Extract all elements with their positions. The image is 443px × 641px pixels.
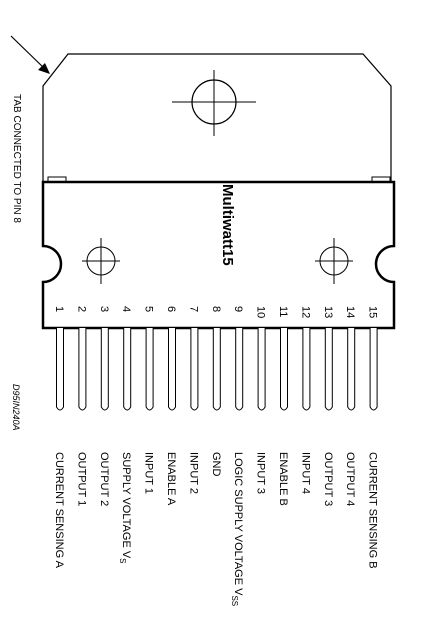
pin-label-4: SUPPLY VOLTAGE VS <box>118 452 132 564</box>
pin-label-14: OUTPUT 4 <box>344 452 356 506</box>
pin-lead-11 <box>280 328 288 411</box>
pin-number-5: 5 <box>143 306 155 312</box>
pin-number-6: 6 <box>165 306 177 312</box>
pin-number-12: 12 <box>299 306 311 318</box>
pin-number-14: 14 <box>344 306 356 318</box>
tab-note: TAB CONNECTED TO PIN 8 <box>11 94 22 223</box>
pin-label-11: ENABLE B <box>277 452 289 506</box>
pin-lead-5 <box>145 328 154 411</box>
pin-label-1: CURRENT SENSING A <box>53 452 65 569</box>
pin-label-15: CURRENT SENSING B <box>367 452 379 569</box>
body-hole-right <box>315 238 353 284</box>
tab-notch-left <box>47 176 67 182</box>
pin-lead-13 <box>324 328 333 411</box>
pin-lead-1 <box>56 328 64 411</box>
pin-lead-4 <box>123 328 132 411</box>
pin-number-11: 11 <box>277 306 289 317</box>
pin-number-2: 2 <box>75 306 87 312</box>
pin-label-8: GND <box>210 452 222 477</box>
pin-label-12: INPUT 4 <box>299 452 311 494</box>
pin-number-13: 13 <box>322 306 334 318</box>
pin-label-3: OUTPUT 2 <box>98 452 110 506</box>
pin-number-7: 7 <box>187 306 199 312</box>
pins: 1 CURRENT SENSING A 2 OUTPUT 1 3 OUTPUT 2 4 SUP… <box>53 306 379 606</box>
pin-label-13: OUTPUT 3 <box>322 452 334 506</box>
package-body <box>41 180 396 330</box>
pin-lead-2 <box>78 328 87 411</box>
pin-lead-14 <box>347 328 356 411</box>
pin-lead-9 <box>235 328 244 411</box>
pin-label-5: INPUT 1 <box>143 452 155 494</box>
pin-label-9: LOGIC SUPPLY VOLTAGE VSS <box>230 452 244 606</box>
pin-lead-3 <box>100 328 109 411</box>
drawing-code: D95IN240A <box>11 384 21 431</box>
package-name: Multiwatt15 <box>219 184 236 266</box>
pin-number-3: 3 <box>98 306 110 312</box>
pin-lead-10 <box>257 328 266 411</box>
pin-lead-15 <box>369 328 378 411</box>
tab-outline <box>42 53 392 182</box>
pin-lead-7 <box>190 328 199 411</box>
pin-label-2: OUTPUT 1 <box>75 452 87 506</box>
tab-notch-right <box>371 176 391 182</box>
pin-label-7: INPUT 2 <box>187 452 199 494</box>
pin-lead-6 <box>168 328 176 411</box>
pin-number-9: 9 <box>232 306 244 312</box>
pin-number-10: 10 <box>255 306 267 318</box>
pin-lead-12 <box>302 328 311 411</box>
tab-arrow <box>10 35 50 74</box>
pin-number-15: 15 <box>367 306 379 318</box>
body-hole-left <box>82 238 120 284</box>
pin-label-6: ENABLE A <box>165 452 177 506</box>
pin-lead-8 <box>212 328 221 411</box>
pin-number-4: 4 <box>120 306 132 312</box>
pin-label-10: INPUT 3 <box>255 452 267 494</box>
tab-mounting-hole <box>172 70 256 136</box>
pin-number-8: 8 <box>210 306 222 312</box>
pin-number-1: 1 <box>53 306 65 312</box>
